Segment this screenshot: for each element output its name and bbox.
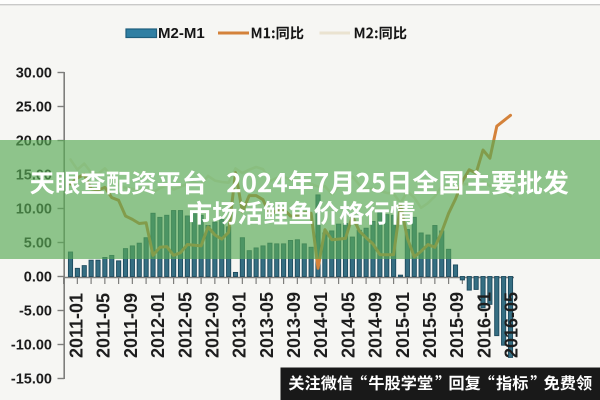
- svg-text:0.00: 0.00: [24, 270, 52, 286]
- svg-text:2016-01: 2016-01: [474, 292, 494, 358]
- svg-text:M2-M1: M2-M1: [158, 25, 205, 42]
- svg-text:2011-09: 2011-09: [121, 293, 141, 358]
- svg-text:25.00: 25.00: [16, 100, 52, 116]
- svg-text:2011-05: 2011-05: [94, 293, 114, 358]
- svg-text:2014-09: 2014-09: [366, 292, 386, 358]
- svg-text:2013-09: 2013-09: [284, 292, 304, 358]
- svg-text:2015-01: 2015-01: [393, 292, 413, 358]
- svg-text:2015-09: 2015-09: [447, 292, 467, 358]
- svg-text:2012-05: 2012-05: [175, 292, 195, 358]
- svg-text:2014-01: 2014-01: [311, 292, 331, 358]
- svg-text:2015-05: 2015-05: [420, 292, 440, 358]
- svg-text:2011-01: 2011-01: [67, 293, 87, 358]
- svg-text:2016-05: 2016-05: [502, 292, 522, 358]
- svg-text:2013-05: 2013-05: [257, 292, 277, 358]
- svg-text:-5.00: -5.00: [19, 304, 52, 320]
- svg-text:2013-01: 2013-01: [230, 292, 250, 358]
- svg-text:2012-01: 2012-01: [148, 292, 168, 358]
- svg-text:-15.00: -15.00: [11, 372, 52, 388]
- svg-text:2012-09: 2012-09: [202, 292, 222, 358]
- svg-text:30.00: 30.00: [16, 66, 52, 82]
- svg-text:-10.00: -10.00: [11, 338, 52, 354]
- svg-text:2014-05: 2014-05: [338, 292, 358, 358]
